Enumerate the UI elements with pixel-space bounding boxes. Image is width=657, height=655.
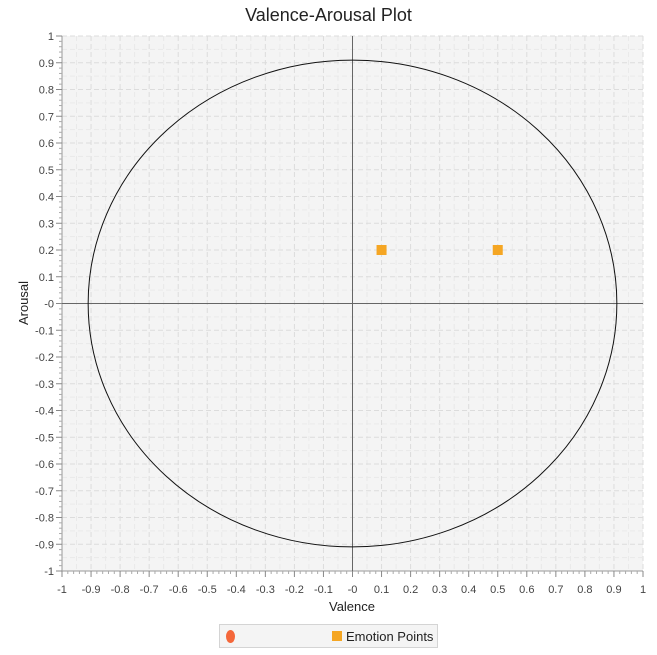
x-tick-label: -0	[348, 584, 358, 596]
x-tick-label: -0.9	[82, 584, 101, 596]
y-tick-label: 0.1	[39, 272, 54, 284]
x-axis-label: Valence	[329, 599, 375, 614]
y-tick-label: -0.3	[35, 379, 54, 391]
x-tick-label: -0.7	[140, 584, 159, 596]
x-tick-label: -0.5	[198, 584, 217, 596]
y-tick-label: 0.2	[39, 245, 54, 257]
legend-square-icon	[332, 631, 342, 641]
y-tick-label: 0.6	[39, 138, 54, 150]
y-tick-label: -0.2	[35, 352, 54, 364]
x-tick-label: -0.3	[256, 584, 275, 596]
x-tick-label: 0.2	[403, 584, 418, 596]
chart-title: Valence-Arousal Plot	[245, 5, 412, 25]
x-tick-label: 0.4	[461, 584, 476, 596]
x-tick-label: -0.8	[111, 584, 130, 596]
x-tick-label: 0.8	[577, 584, 592, 596]
x-tick-label: 0.3	[432, 584, 447, 596]
y-axis-label: Arousal	[16, 281, 31, 325]
y-tick-label: -0.4	[35, 406, 54, 418]
y-tick-label: -0.6	[35, 459, 54, 471]
x-tick-label: -0.1	[314, 584, 333, 596]
plot-area: -1 -0.9 -0.8 -0.7 -0.6 -0.5 -0.4 -0.3 -0.2 -0.1 -0…	[16, 31, 646, 614]
y-tick-label: 0.9	[39, 58, 54, 70]
legend: Emotion Points	[219, 624, 438, 648]
x-tick-label: 0.7	[548, 584, 563, 596]
y-tick-label: -0	[44, 299, 54, 311]
x-tick-label: 0.9	[606, 584, 621, 596]
y-tick-label: 0.7	[39, 111, 54, 123]
legend-label-emotion-points: Emotion Points	[346, 628, 434, 644]
x-tick-label: 0.6	[519, 584, 534, 596]
y-tick-label: -1	[44, 566, 54, 578]
axes: -1 -0.9 -0.8 -0.7 -0.6 -0.5 -0.4 -0.3 -0.2 -0.1 -0…	[35, 31, 646, 596]
y-tick-label: -0.1	[35, 325, 54, 337]
x-tick-label: 1	[640, 584, 646, 596]
x-tick-label: -0.6	[169, 584, 188, 596]
x-tick-label: -0.2	[285, 584, 304, 596]
y-tick-label: -0.5	[35, 432, 54, 444]
x-tick-label: 0.5	[490, 584, 505, 596]
y-tick-label: 0.5	[39, 165, 54, 177]
y-tick-label: -0.8	[35, 513, 54, 525]
x-tick-label: -0.4	[227, 584, 246, 596]
unit-circle	[87, 59, 618, 548]
x-tick-label: -1	[57, 584, 67, 596]
legend-oval-icon	[226, 629, 235, 643]
x-tick-label: 0.1	[374, 584, 389, 596]
y-tick-label: -0.9	[35, 539, 54, 551]
emotion-point	[376, 245, 387, 255]
y-tick-label: -0.7	[35, 486, 54, 498]
y-tick-label: 0.8	[39, 85, 54, 97]
legend-item-emotion-points: Emotion Points	[332, 625, 433, 647]
y-tick-label: 0.4	[39, 192, 54, 204]
emotion-point	[492, 245, 503, 255]
y-tick-label: 1	[48, 31, 54, 43]
data-marks	[87, 59, 618, 548]
legend-item-circle	[226, 625, 235, 647]
y-tick-label: 0.3	[39, 218, 54, 230]
